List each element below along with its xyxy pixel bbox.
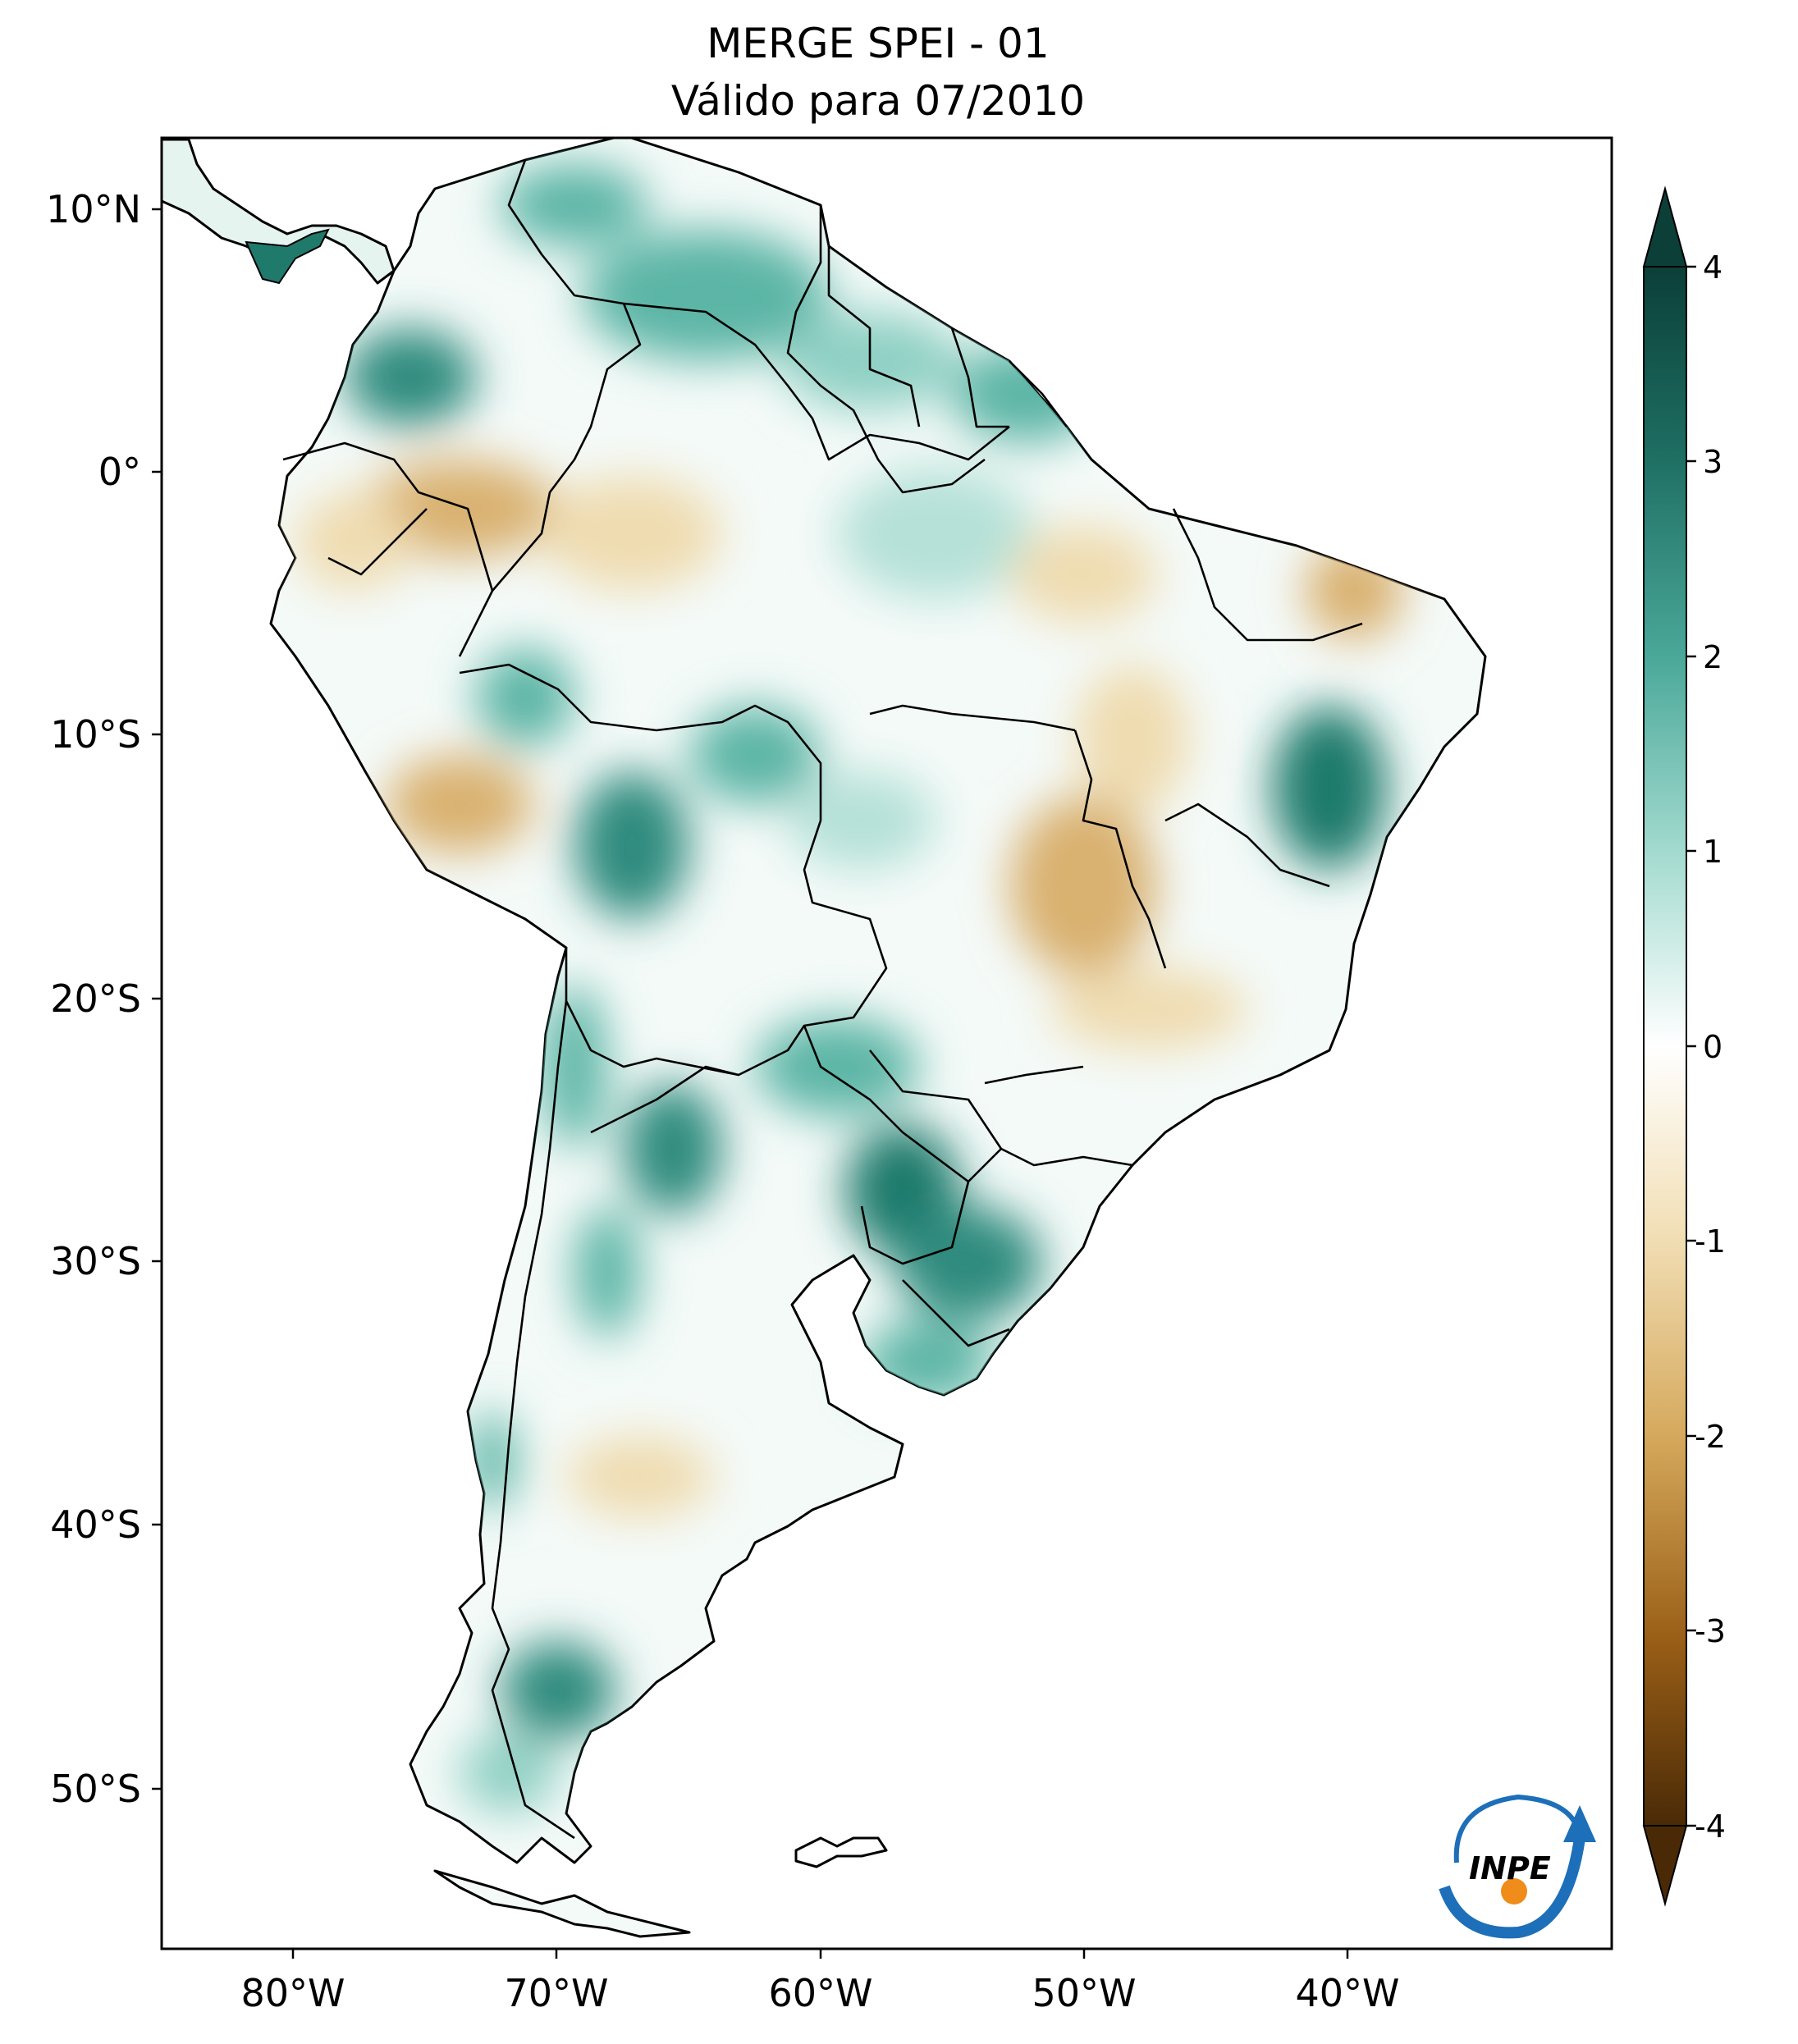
inpe-logo-text: INPE [1469, 1850, 1551, 1886]
colorbar-tick-label: 2 [1703, 639, 1723, 675]
lat-tick-label: 10°N [46, 187, 141, 231]
lat-tick-label: 20°S [50, 976, 141, 1021]
colorbar: 4 3 2 1 0 -1 -2 -3 -4 [1642, 185, 1726, 1907]
colorbar-ticks [1686, 265, 1696, 1827]
lat-tick-label: 40°S [50, 1502, 141, 1547]
lon-tick-label: 50°W [1032, 1971, 1136, 2015]
lat-tick-label: 10°S [50, 712, 141, 757]
plot-frame [160, 136, 1613, 1950]
colorbar-tick-label: 4 [1703, 249, 1723, 286]
colorbar-tick-label: -1 [1695, 1223, 1726, 1260]
colorbar-extend-max [1642, 185, 1688, 268]
inpe-logo-dot [1501, 1878, 1527, 1905]
colorbar-extend-min [1642, 1825, 1688, 1907]
lon-axis: 80°W 70°W 60°W 50°W 40°W [240, 1949, 1400, 2015]
lon-tick-label: 70°W [504, 1971, 608, 2015]
lon-tick-label: 60°W [768, 1971, 872, 2015]
colorbar-tick-label: -3 [1695, 1613, 1726, 1649]
map-title-line2: Válido para 07/2010 [671, 77, 1085, 125]
lon-tick-label: 40°W [1295, 1971, 1399, 2015]
lat-tick-label: 0° [98, 450, 141, 494]
lat-axis: 10°N 0° 10°S 20°S 30°S 40°S 50°S [46, 187, 162, 1811]
inpe-logo: INPE [1439, 1794, 1596, 1939]
lat-tick-label: 30°S [50, 1239, 141, 1283]
colorbar-tick-label: -2 [1695, 1419, 1726, 1455]
colorbar-tick-label: -4 [1695, 1809, 1726, 1845]
colorbar-tick-label: 1 [1703, 834, 1723, 870]
colorbar-tick-label: 0 [1703, 1029, 1723, 1065]
colorbar-bar [1643, 266, 1687, 1827]
tierra-del-fuego [433, 1869, 691, 1938]
falkland-islands [794, 1836, 888, 1868]
map-title-line1: MERGE SPEI - 01 [707, 20, 1049, 67]
lat-tick-label: 50°S [50, 1767, 141, 1811]
panama-wet-patch [245, 228, 330, 285]
lon-tick-label: 80°W [240, 1971, 345, 2015]
colorbar-tick-label: 3 [1703, 444, 1723, 480]
south-america-land [269, 138, 1487, 1864]
country-borders [282, 159, 1363, 1840]
